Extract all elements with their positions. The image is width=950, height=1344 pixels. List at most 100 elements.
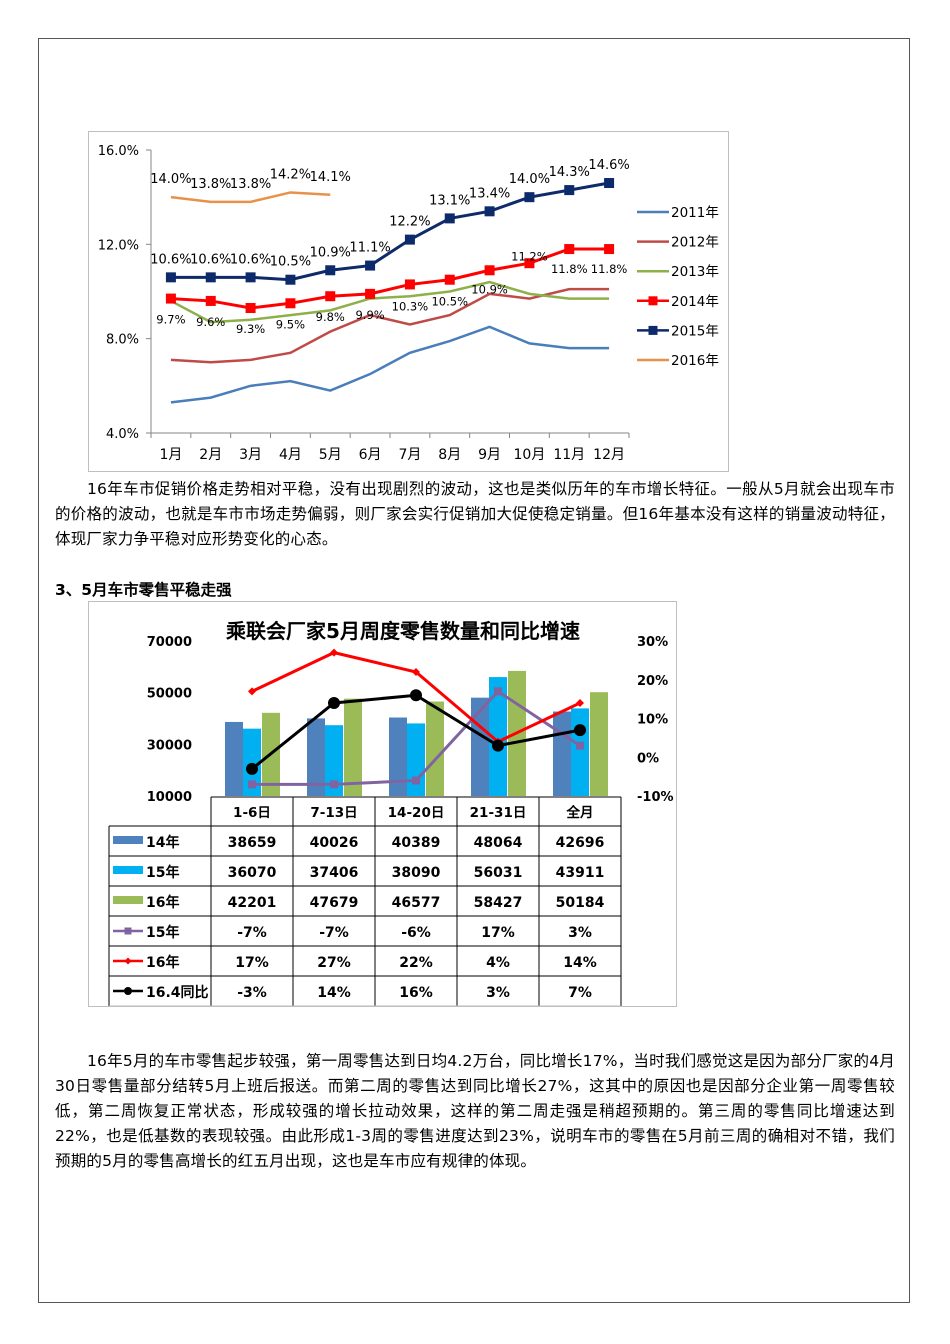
chart-title: 乘联会厂家5月周度零售数量和同比增速 [225,619,580,643]
data-point [412,776,420,785]
series-line-2011年 [170,325,610,404]
table-cell: 43911 [556,865,605,881]
table-header: 7-13日 [310,805,357,821]
legend-label: 2012年 [671,235,719,251]
bar-16年 [590,692,608,796]
data-label: 10.9% [310,245,351,260]
data-label: 10.6% [230,252,271,267]
table-cell: 7% [568,985,592,1001]
data-point [165,272,176,283]
data-label: 9.3% [236,322,265,336]
table-cell: -6% [401,925,431,941]
legend-label: 15年 [146,924,179,941]
data-label: 14.2% [270,167,311,182]
data-point [205,272,216,283]
table-cell: -3% [237,985,267,1001]
bar-15年 [325,725,343,796]
table-cell: 42201 [228,895,277,911]
table-cell: 38090 [392,865,441,881]
data-point [325,291,336,302]
series-line-2015年 [170,181,610,282]
data-point [404,279,415,290]
legend-label: 16年 [146,894,179,911]
x-tick-label: 9月 [478,447,501,463]
legend-label: 2015年 [671,323,719,339]
y-tick-label: 70000 [147,635,192,650]
data-point [524,258,535,269]
data-label: 11.1% [349,241,390,256]
data-label: 11.8% [591,262,628,276]
y2-tick-label: 0% [637,751,659,766]
data-point [444,213,455,224]
y-tick-label: 10000 [147,790,192,805]
table-cell: 38659 [228,835,277,851]
legend-swatch [113,896,143,904]
data-label: 14.0% [509,172,550,187]
x-tick-label: 10月 [514,447,546,463]
legend-label: 15年 [146,864,179,881]
table-cell: 58427 [474,895,523,911]
table-cell: 56031 [474,865,523,881]
legend-label: 2014年 [671,294,719,310]
table-cell: 46577 [392,895,441,911]
y-tick-label: 4.0% [106,427,139,442]
table-cell: 4% [486,955,510,971]
table-cell: 40026 [310,835,359,851]
legend-label: 2013年 [671,264,719,280]
legend-marker [124,957,132,965]
y-tick-label: 30000 [147,738,192,753]
data-point [604,178,615,189]
series-line-2012年 [170,287,610,364]
data-point [492,739,504,752]
table-cell: 37406 [310,865,359,881]
bar-14年 [553,711,571,796]
table-cell: -7% [237,925,267,941]
y-tick-label: 16.0% [98,144,139,159]
series-line-2016年 [170,191,331,204]
legend-marker [124,987,132,995]
data-label: 9.8% [316,310,345,324]
data-label: 10.5% [270,255,311,270]
table-header: 14-20日 [388,805,445,821]
data-point [410,689,422,702]
bar-16年 [344,698,362,796]
data-point [576,699,584,707]
data-label: 14.3% [549,165,590,180]
data-point [330,780,338,789]
data-label: 13.1% [429,193,470,208]
data-point [165,293,176,304]
data-point [325,265,336,276]
bar-15年 [243,728,261,796]
data-label: 13.8% [190,177,231,192]
price-trend-chart: 4.0% 8.0% 12.0% 16.0% 1月 2月 3月 4月 5月 6月 7月 8月 9月 10月 1… [88,131,729,472]
x-tick-label: 6月 [359,447,382,463]
legend-marker [648,325,658,335]
data-point [365,288,376,299]
legend-marker [648,296,658,306]
table-cell: -7% [319,925,349,941]
data-label: 11.2% [511,249,548,263]
y-tick-label: 50000 [147,687,192,702]
data-point [574,724,586,737]
table-cell: 47679 [310,895,359,911]
data-point [576,741,584,750]
data-label: 13.4% [469,186,510,201]
legend-label: 16.4同比 [146,984,209,1001]
data-point [524,192,535,203]
bar-14年 [225,721,243,796]
x-tick-label: 11月 [553,447,585,463]
weekly-retail-chart: 乘联会厂家5月周度零售数量和同比增速 10000 30000 50000 70000 -1… [88,601,677,1007]
table-cell: 17% [235,955,269,971]
table-cell: 3% [568,925,592,941]
x-tick-label: 5月 [319,447,342,463]
data-point [245,303,256,314]
table-cell: 50184 [556,895,605,911]
table-cell: 36070 [228,865,277,881]
x-tick-label: 4月 [279,447,302,463]
price-trend-chart-svg: 4.0% 8.0% 12.0% 16.0% 1月 2月 3月 4月 5月 6月 7月 8月 9月 10月 1… [98,144,719,463]
legend-swatch [113,836,143,844]
table-cell: 14% [317,985,351,1001]
table-cell: 42696 [556,835,605,851]
table-header: 全月 [566,804,594,821]
data-label: 9.9% [355,308,384,322]
